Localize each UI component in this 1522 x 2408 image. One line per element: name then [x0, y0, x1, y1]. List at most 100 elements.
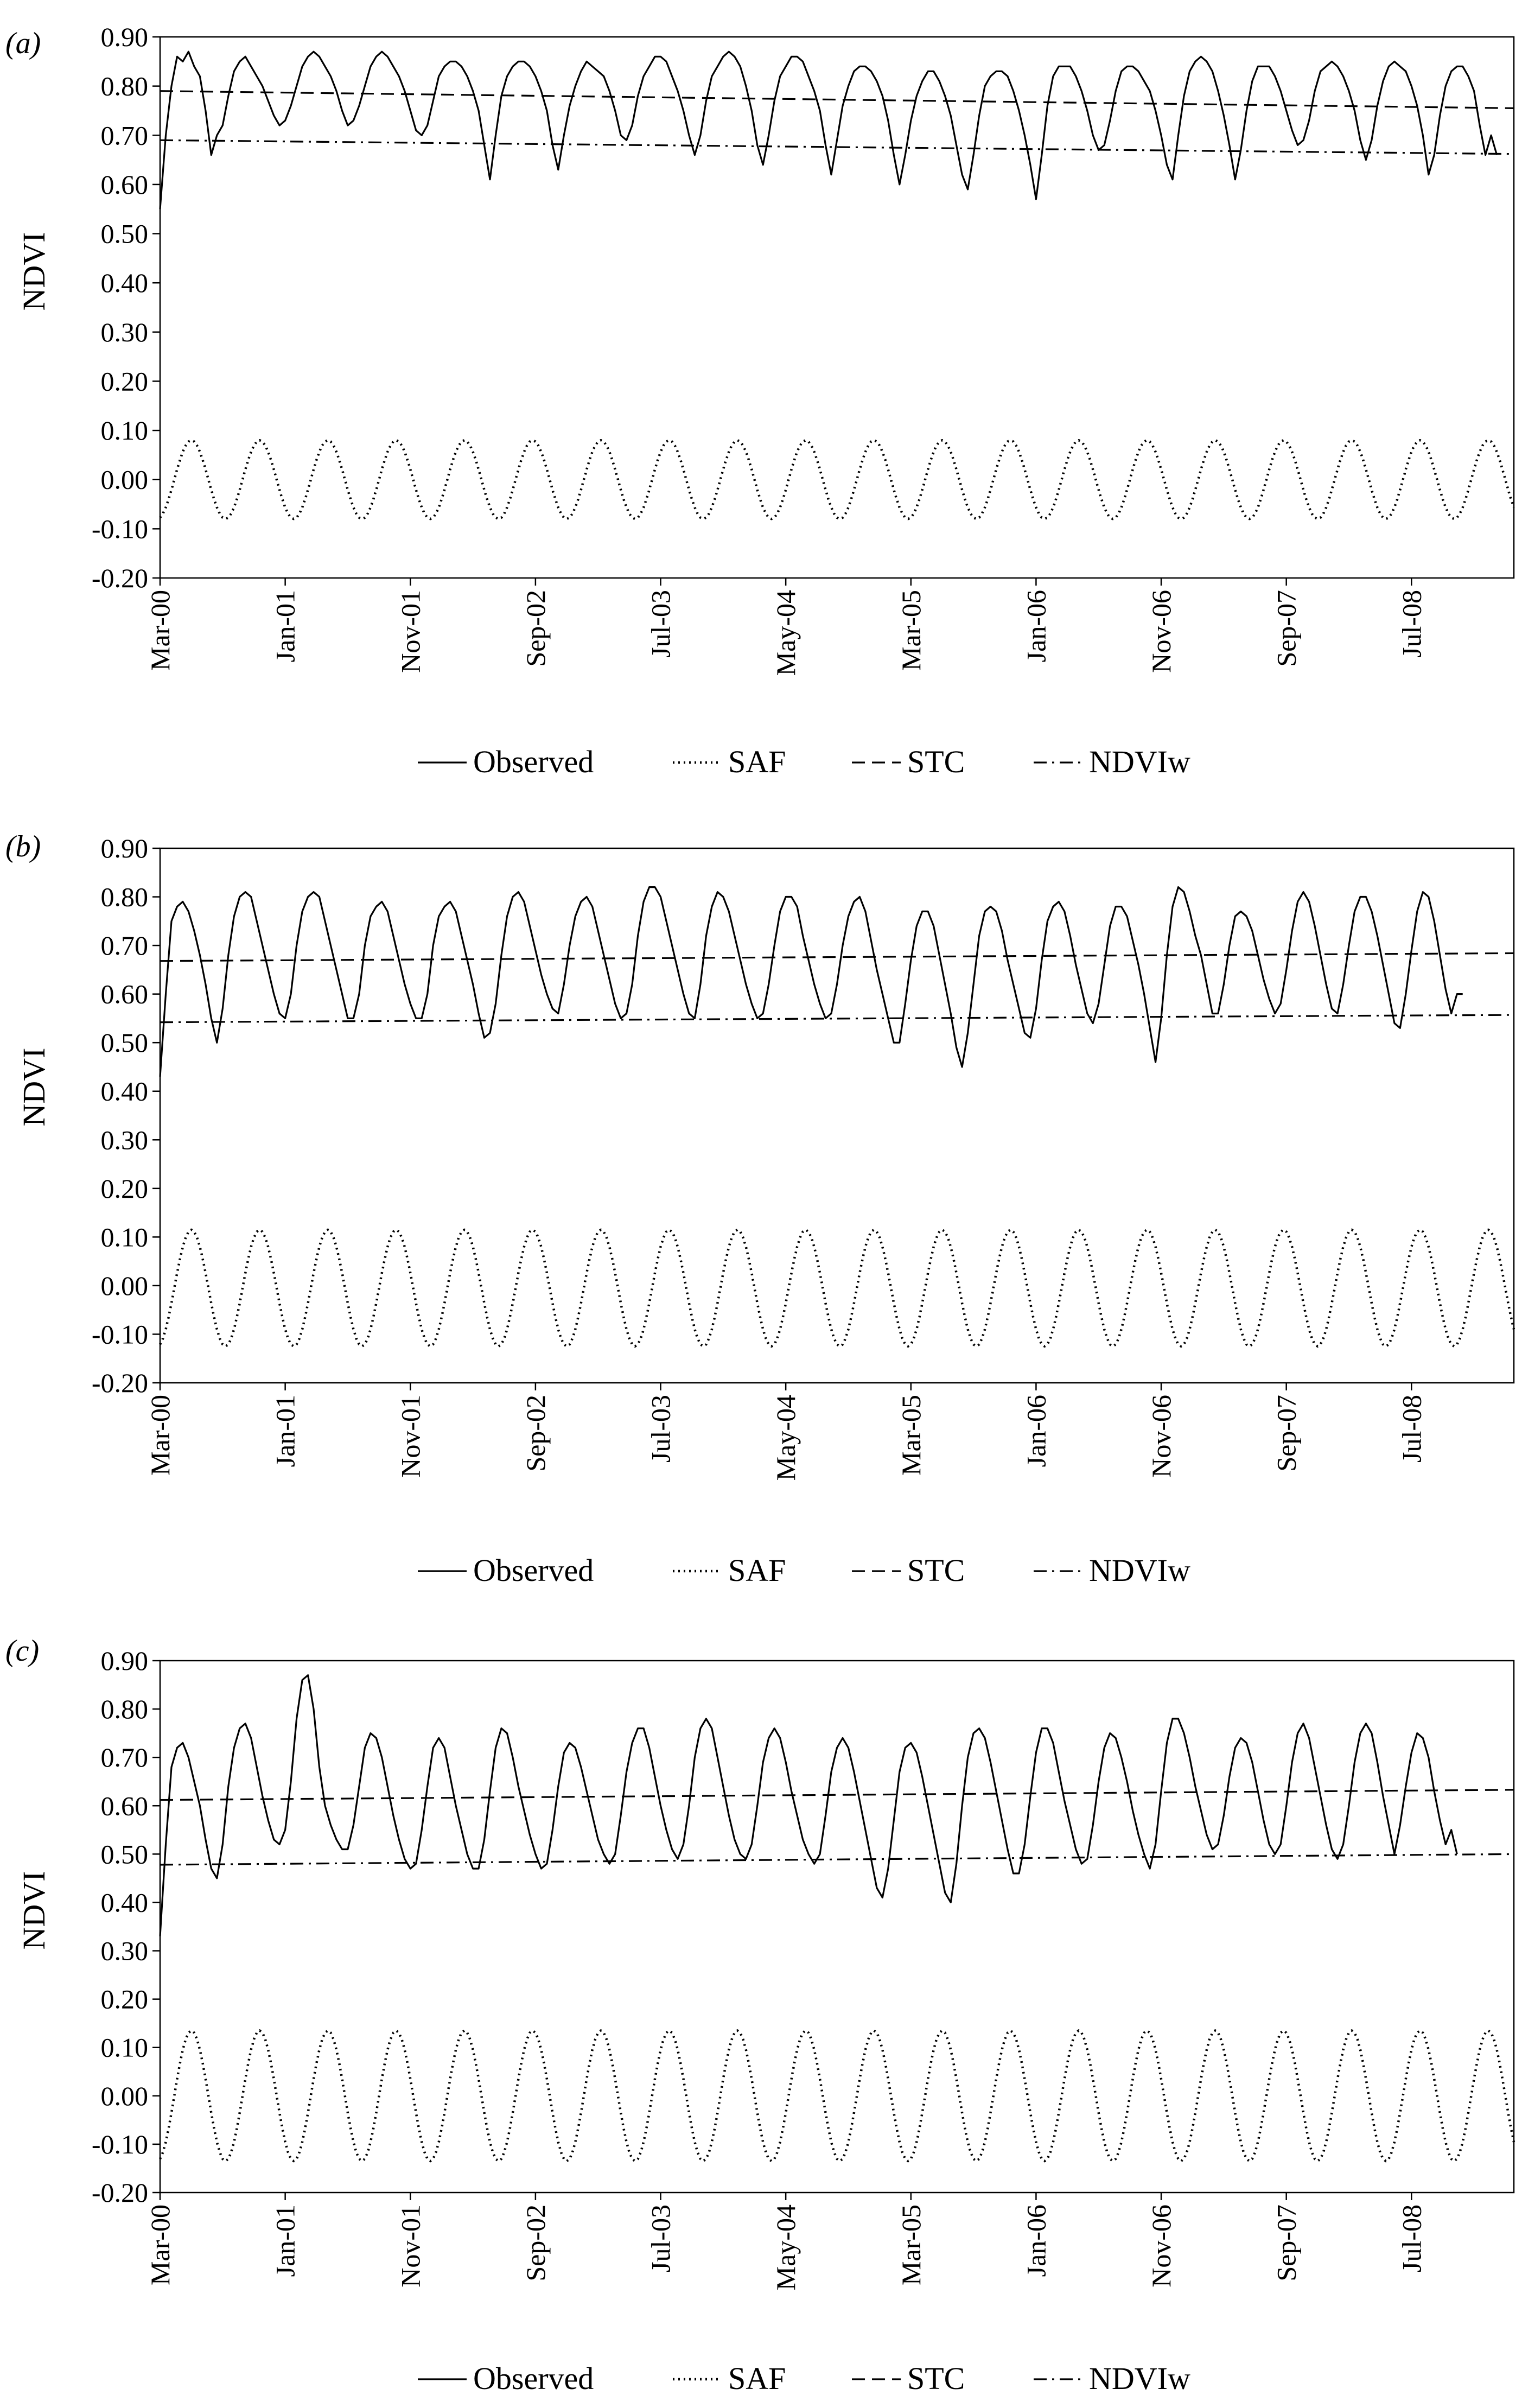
x-tick-label: Sep-07 [1271, 1395, 1302, 1472]
series-stc [160, 90, 1514, 109]
x-tick-label: Jan-01 [270, 1395, 301, 1467]
panel-b: (b) NDVI -0.20 -0.10 0.00 0.10 0.20 0.30 0.40 0… [5, 830, 1522, 1588]
y-tick-label: -0.10 [92, 1319, 148, 1349]
legend: Observed SAF STC NDVIw [418, 1553, 1190, 1588]
y-tick-label: 0.40 [101, 1076, 149, 1107]
series-ndviw [160, 1014, 1514, 1024]
y-tick-label: 0.70 [101, 1742, 149, 1772]
x-tick-label: Mar-00 [145, 2204, 175, 2285]
x-tick-label: Sep-02 [520, 1395, 551, 1472]
plot-frame [159, 847, 1515, 1384]
x-tick-label: Jul-03 [646, 590, 676, 658]
x-tick-label: Mar-00 [145, 590, 175, 671]
y-axis-label: NDVI [16, 232, 52, 311]
x-tick-label: May-09 [1521, 1395, 1522, 1481]
x-tick-label: Nov-06 [1146, 1395, 1176, 1478]
x-tick-label: Jan-06 [1021, 1395, 1051, 1467]
panel-a: (a) NDVI -0.20 -0.10 0.00 0.10 0.20 0.30 0.40 0… [5, 22, 1522, 779]
x-tick-label: Nov-01 [395, 2204, 425, 2288]
y-tick-label: 0.40 [101, 1887, 149, 1917]
y-tick-label: 0.50 [101, 219, 149, 249]
legend-label-ndviw: NDVIw [1089, 2361, 1190, 2396]
x-tick-label: Jul-08 [1396, 2204, 1427, 2272]
x-tick-label: Nov-01 [395, 590, 425, 673]
y-tick-label: -0.20 [92, 2177, 148, 2208]
plot-frame [159, 1660, 1515, 2194]
plot-frame [159, 36, 1515, 579]
x-tick-label: Mar-00 [145, 1395, 175, 1476]
legend: Observed SAF STC NDVIw [418, 2361, 1190, 2396]
x-tick-label: Mar-05 [896, 2204, 926, 2285]
legend-label-observed: Observed [473, 744, 594, 779]
y-tick-label: 0.20 [101, 1173, 149, 1204]
x-tick-label: May-04 [770, 2204, 801, 2290]
y-tick-label: 0.00 [101, 1270, 149, 1301]
x-tick-label: Jan-01 [270, 590, 301, 662]
y-tick-label: 0.50 [101, 1027, 149, 1058]
legend-label-stc: STC [907, 1553, 965, 1588]
x-tick-label: Sep-07 [1271, 590, 1302, 667]
x-tick-label: Nov-06 [1146, 2204, 1176, 2288]
y-tick-label: 0.00 [101, 2081, 149, 2111]
series-observed [159, 886, 1463, 1077]
series-observed [159, 1674, 1458, 1936]
y-tick-label: 0.10 [101, 415, 149, 446]
y-tick-label: 0.80 [101, 1694, 149, 1724]
y-tick-label: -0.10 [92, 513, 148, 544]
y-tick-label: 0.10 [101, 2032, 149, 2063]
series-saf [159, 439, 1515, 520]
x-tick-label: May-09 [1521, 590, 1522, 676]
y-tick-label: 0.90 [101, 833, 149, 863]
legend-label-observed: Observed [473, 2361, 594, 2396]
y-tick-label: 0.00 [101, 465, 149, 495]
legend: Observed SAF STC NDVIw [418, 744, 1190, 779]
x-tick-label: Jan-06 [1021, 2204, 1051, 2277]
x-tick-label: May-09 [1521, 2204, 1522, 2290]
y-tick-label: 0.70 [101, 120, 149, 150]
y-tick-label: 0.40 [101, 268, 149, 298]
series-stc [160, 952, 1514, 962]
y-tick-label: 0.30 [101, 1124, 149, 1155]
series-observed [159, 50, 1498, 209]
x-tick-label: Nov-06 [1146, 590, 1176, 673]
legend-label-ndviw: NDVIw [1089, 1553, 1190, 1588]
y-tick-label: 0.10 [101, 1222, 149, 1252]
y-tick-label: 0.80 [101, 882, 149, 912]
panel-c: (c) NDVI -0.20 -0.10 0.00 0.10 0.20 0.30 0.40 0… [5, 1634, 1522, 2396]
x-tick-label: Jul-08 [1396, 590, 1427, 658]
x-tick-label: May-04 [770, 590, 801, 676]
panel-label: (c) [5, 1634, 39, 1668]
x-tick-label: Sep-02 [520, 590, 551, 667]
y-tick-label: 0.20 [101, 1984, 149, 2015]
y-tick-label: 0.30 [101, 317, 149, 347]
series-saf [158, 1228, 1515, 1348]
y-tick-label: 0.70 [101, 930, 149, 961]
x-tick-label: Sep-02 [520, 2204, 551, 2282]
y-axis-label: NDVI [16, 1048, 52, 1127]
series-saf [158, 2029, 1515, 2163]
y-axis-label: NDVI [16, 1871, 52, 1950]
legend-label-observed: Observed [473, 1553, 594, 1588]
y-tick-label: 0.90 [101, 22, 149, 52]
x-tick-label: Jul-03 [646, 2204, 676, 2272]
x-tick-label: Jan-01 [270, 2204, 301, 2277]
y-tick-label: 0.50 [101, 1839, 149, 1869]
legend-label-stc: STC [907, 2361, 965, 2396]
panel-label: (a) [5, 27, 41, 60]
x-tick-label: Mar-05 [896, 590, 926, 671]
legend-label-saf: SAF [728, 2361, 786, 2396]
y-tick-label: 0.60 [101, 979, 149, 1009]
x-tick-label: Jul-03 [646, 1395, 676, 1463]
y-tick-label: 0.30 [101, 1936, 149, 1966]
legend-label-saf: SAF [728, 744, 786, 779]
y-tick-label: 0.90 [101, 1645, 149, 1676]
panel-label: (b) [5, 830, 41, 863]
y-tick-label: 0.80 [101, 71, 149, 101]
x-tick-label: Jan-06 [1021, 590, 1051, 662]
x-tick-label: Jul-08 [1396, 1395, 1427, 1463]
legend-label-stc: STC [907, 744, 965, 779]
y-tick-label: 0.60 [101, 169, 149, 200]
y-tick-label: 0.20 [101, 366, 149, 396]
legend-label-saf: SAF [728, 1553, 786, 1588]
